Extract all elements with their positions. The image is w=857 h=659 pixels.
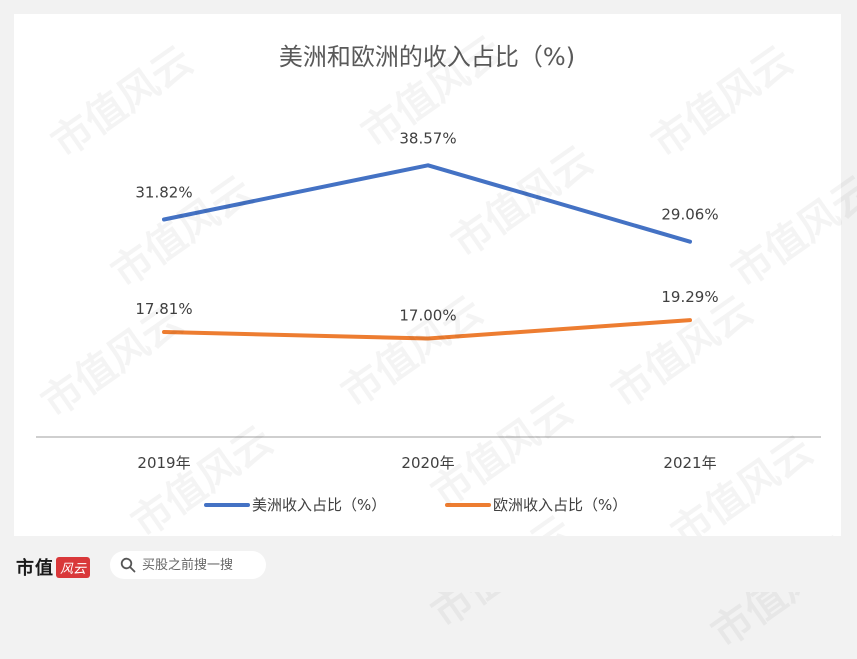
data-label: 29.06% — [661, 206, 718, 224]
chart-card: 美洲和欧洲的收入占比（%) 31.82% 38.57% 29.06% 17.81% 17… — [14, 14, 841, 536]
search-input[interactable] — [140, 557, 264, 574]
data-label: 38.57% — [399, 129, 456, 147]
x-tick-label: 2019年 — [137, 454, 190, 472]
x-tick-label: 2021年 — [663, 454, 716, 472]
data-label: 19.29% — [661, 288, 718, 306]
brand-name: 市值 — [16, 554, 54, 580]
legend-label: 美洲收入占比（%） — [252, 496, 386, 514]
x-tick-label: 2020年 — [401, 454, 454, 472]
footer-bar: 市值 风云 — [0, 536, 857, 592]
data-label: 17.81% — [135, 300, 192, 318]
series-line-1 — [164, 165, 690, 241]
legend-label: 欧洲收入占比（%） — [493, 496, 627, 514]
line-chart: 美洲和欧洲的收入占比（%) 31.82% 38.57% 29.06% 17.81% 17… — [14, 14, 841, 536]
brand-logo-badge: 风云 — [56, 557, 90, 578]
data-label: 31.82% — [135, 183, 192, 201]
brand-logo[interactable]: 市值 风云 — [16, 554, 90, 580]
search-icon — [120, 557, 136, 573]
data-label: 17.00% — [399, 306, 456, 324]
chart-title: 美洲和欧洲的收入占比（%) — [279, 43, 575, 71]
search-box[interactable] — [110, 551, 266, 579]
